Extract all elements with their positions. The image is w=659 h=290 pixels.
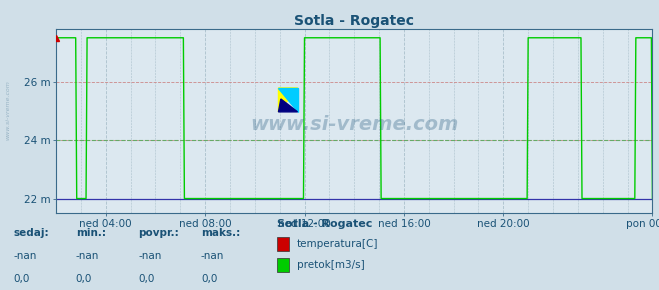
Text: 0,0: 0,0 — [201, 274, 217, 284]
Text: 0,0: 0,0 — [13, 274, 30, 284]
Text: 0,0: 0,0 — [138, 274, 155, 284]
Polygon shape — [279, 88, 298, 112]
Text: min.:: min.: — [76, 228, 106, 238]
Text: temperatura[C]: temperatura[C] — [297, 239, 378, 249]
Text: maks.:: maks.: — [201, 228, 241, 238]
Text: pretok[m3/s]: pretok[m3/s] — [297, 260, 364, 270]
Title: Sotla - Rogatec: Sotla - Rogatec — [294, 14, 415, 28]
Polygon shape — [279, 88, 298, 112]
Text: povpr.:: povpr.: — [138, 228, 179, 238]
Text: www.si-vreme.com: www.si-vreme.com — [5, 80, 11, 140]
Text: www.si-vreme.com: www.si-vreme.com — [250, 115, 459, 134]
Text: -nan: -nan — [13, 251, 36, 261]
Text: Sotla - Rogatec: Sotla - Rogatec — [277, 219, 372, 229]
Polygon shape — [279, 99, 298, 112]
Text: -nan: -nan — [138, 251, 161, 261]
Text: -nan: -nan — [76, 251, 99, 261]
Text: 0,0: 0,0 — [76, 274, 92, 284]
Text: -nan: -nan — [201, 251, 224, 261]
Text: sedaj:: sedaj: — [13, 228, 49, 238]
